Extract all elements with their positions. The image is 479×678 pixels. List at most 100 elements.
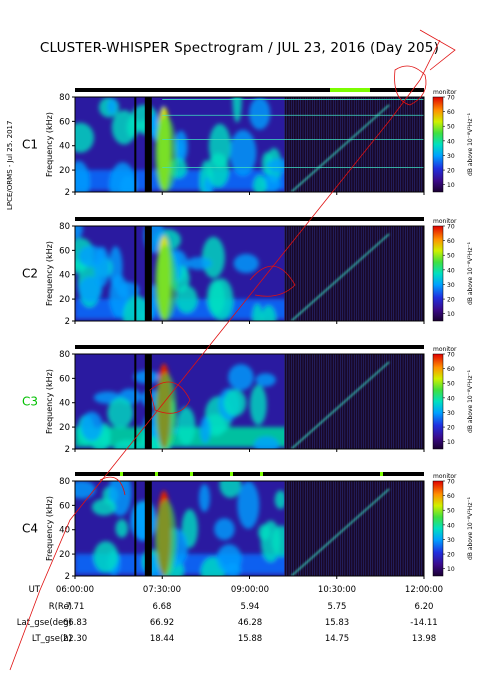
- y-tick-label: 20: [59, 423, 70, 433]
- colorbar-header: monitor: [433, 473, 457, 480]
- emission-patch: [176, 406, 196, 446]
- y-tick-label: 60: [59, 117, 70, 127]
- sweep-line: [290, 233, 390, 321]
- colorbar-tick-label: 70: [447, 95, 455, 102]
- emission-patch: [107, 98, 117, 115]
- colorbar-tick-label: 20: [447, 425, 455, 432]
- orbit-value: -14.11: [410, 618, 437, 628]
- y-tick-label: 80: [59, 93, 70, 103]
- emission-patch: [216, 544, 242, 574]
- colorbar-tick-label: 40: [447, 138, 455, 145]
- colorbar-tick-label: 20: [447, 168, 455, 175]
- y-tick-label: 60: [59, 374, 70, 384]
- y-tick-label: 2: [65, 445, 70, 455]
- panel-label: C4: [22, 522, 38, 536]
- intense-emission-halo: [154, 500, 177, 576]
- data-gap: [134, 97, 137, 192]
- emission-patch: [207, 279, 226, 316]
- intense-emission-halo: [154, 245, 177, 321]
- y-tick-label: 60: [59, 246, 70, 256]
- colorbar: [432, 225, 444, 322]
- emission-patch: [126, 117, 139, 138]
- y-axis-label: Frequency (kHz): [45, 369, 54, 434]
- y-axis-label: Frequency (kHz): [45, 241, 54, 306]
- intense-emission-halo: [154, 116, 177, 192]
- colorbar-tick-label: 50: [447, 124, 455, 131]
- spectrogram-panel-c4: 2 20 40 60 80 Frequency (kHz) C4 monitor 10 20 30 4…: [22, 472, 474, 582]
- status-bar: [75, 472, 424, 476]
- emission-patch: [115, 519, 129, 538]
- orbit-value: 22.30: [63, 634, 87, 644]
- colorbar-tick-label: 50: [447, 253, 455, 260]
- orbit-row-label: Lat_gse(deg): [17, 618, 72, 628]
- colorbar-tick-label: 60: [447, 366, 455, 373]
- data-gap: [144, 354, 152, 449]
- emission-patch: [201, 236, 225, 279]
- orbit-value: 15.88: [238, 634, 262, 644]
- emission-patch: [75, 160, 90, 192]
- colorbar-tick-label: 70: [447, 224, 455, 231]
- colorbar-tick-label: 30: [447, 153, 455, 160]
- y-tick-label: 40: [59, 142, 70, 152]
- emission-patch: [176, 285, 198, 314]
- emission-patch: [249, 97, 271, 130]
- orbit-value: 15.83: [325, 618, 349, 628]
- y-tick-label: 20: [59, 550, 70, 560]
- status-bar-segment: [190, 472, 193, 476]
- y-tick-label: 20: [59, 166, 70, 176]
- sweep-line: [290, 104, 390, 192]
- orbit-value: 6.20: [415, 602, 434, 612]
- data-gap: [144, 226, 152, 321]
- emission-patch: [75, 122, 95, 153]
- colorbar-tick-label: 30: [447, 537, 455, 544]
- status-bar: [75, 345, 424, 349]
- panel-label: C2: [22, 267, 38, 281]
- orbit-value: 46.28: [238, 618, 262, 628]
- colorbar-tick-label: 40: [447, 267, 455, 274]
- orbit-row-label: R(Re): [49, 602, 72, 612]
- colorbar-tick-label: 10: [447, 311, 455, 318]
- orbit-value: 18.44: [150, 634, 174, 644]
- spectrogram-image: [75, 354, 424, 449]
- emission-patch: [93, 246, 110, 288]
- colorbar-tick-label: 10: [447, 182, 455, 189]
- orbit-value: 6.68: [153, 602, 172, 612]
- status-bar-segment: [120, 472, 123, 476]
- spectrogram-image: [75, 481, 424, 576]
- emission-patch: [107, 397, 134, 429]
- emission-patch: [260, 520, 281, 562]
- sweep-line: [290, 361, 390, 449]
- emission-patch: [109, 162, 137, 192]
- emission-patch: [174, 139, 184, 159]
- emission-patch: [75, 481, 96, 499]
- status-bar-segment: [330, 88, 370, 92]
- panel-label: C3: [22, 395, 38, 409]
- orbit-table: UT 06:00:00 07:30:00 09:00:00 10:30:00 1…: [17, 585, 443, 644]
- orbit-value: 14.75: [325, 634, 349, 644]
- emission-patch: [261, 174, 281, 192]
- colorbar-tick-label: 20: [447, 297, 455, 304]
- status-bar-segment: [230, 472, 233, 476]
- colorbar-tick-label: 40: [447, 395, 455, 402]
- y-tick-label: 80: [59, 477, 70, 487]
- y-tick-label: 20: [59, 295, 70, 305]
- data-gap: [134, 226, 137, 321]
- colorbar-header: monitor: [433, 89, 457, 96]
- emission-patch: [237, 481, 260, 529]
- emission-patch: [252, 304, 263, 321]
- orbit-value: 7.71: [66, 602, 85, 612]
- emission-patch: [261, 305, 276, 321]
- ut-label: UT: [29, 585, 41, 595]
- emission-patch: [75, 226, 83, 239]
- emission-patch: [78, 276, 103, 303]
- colorbar-tick-label: 70: [447, 352, 455, 359]
- emission-patch: [232, 97, 242, 123]
- sweep-line: [290, 488, 390, 576]
- emission-patch: [253, 175, 267, 192]
- emission-patch: [116, 281, 140, 299]
- colorbar-tick-label: 50: [447, 381, 455, 388]
- y-tick-label: 80: [59, 350, 70, 360]
- panel-label: C1: [22, 138, 38, 152]
- spectrogram-panel-c1: 2 20 40 60 80 Frequency (kHz) C1 monitor 10 20 30 4…: [22, 88, 474, 198]
